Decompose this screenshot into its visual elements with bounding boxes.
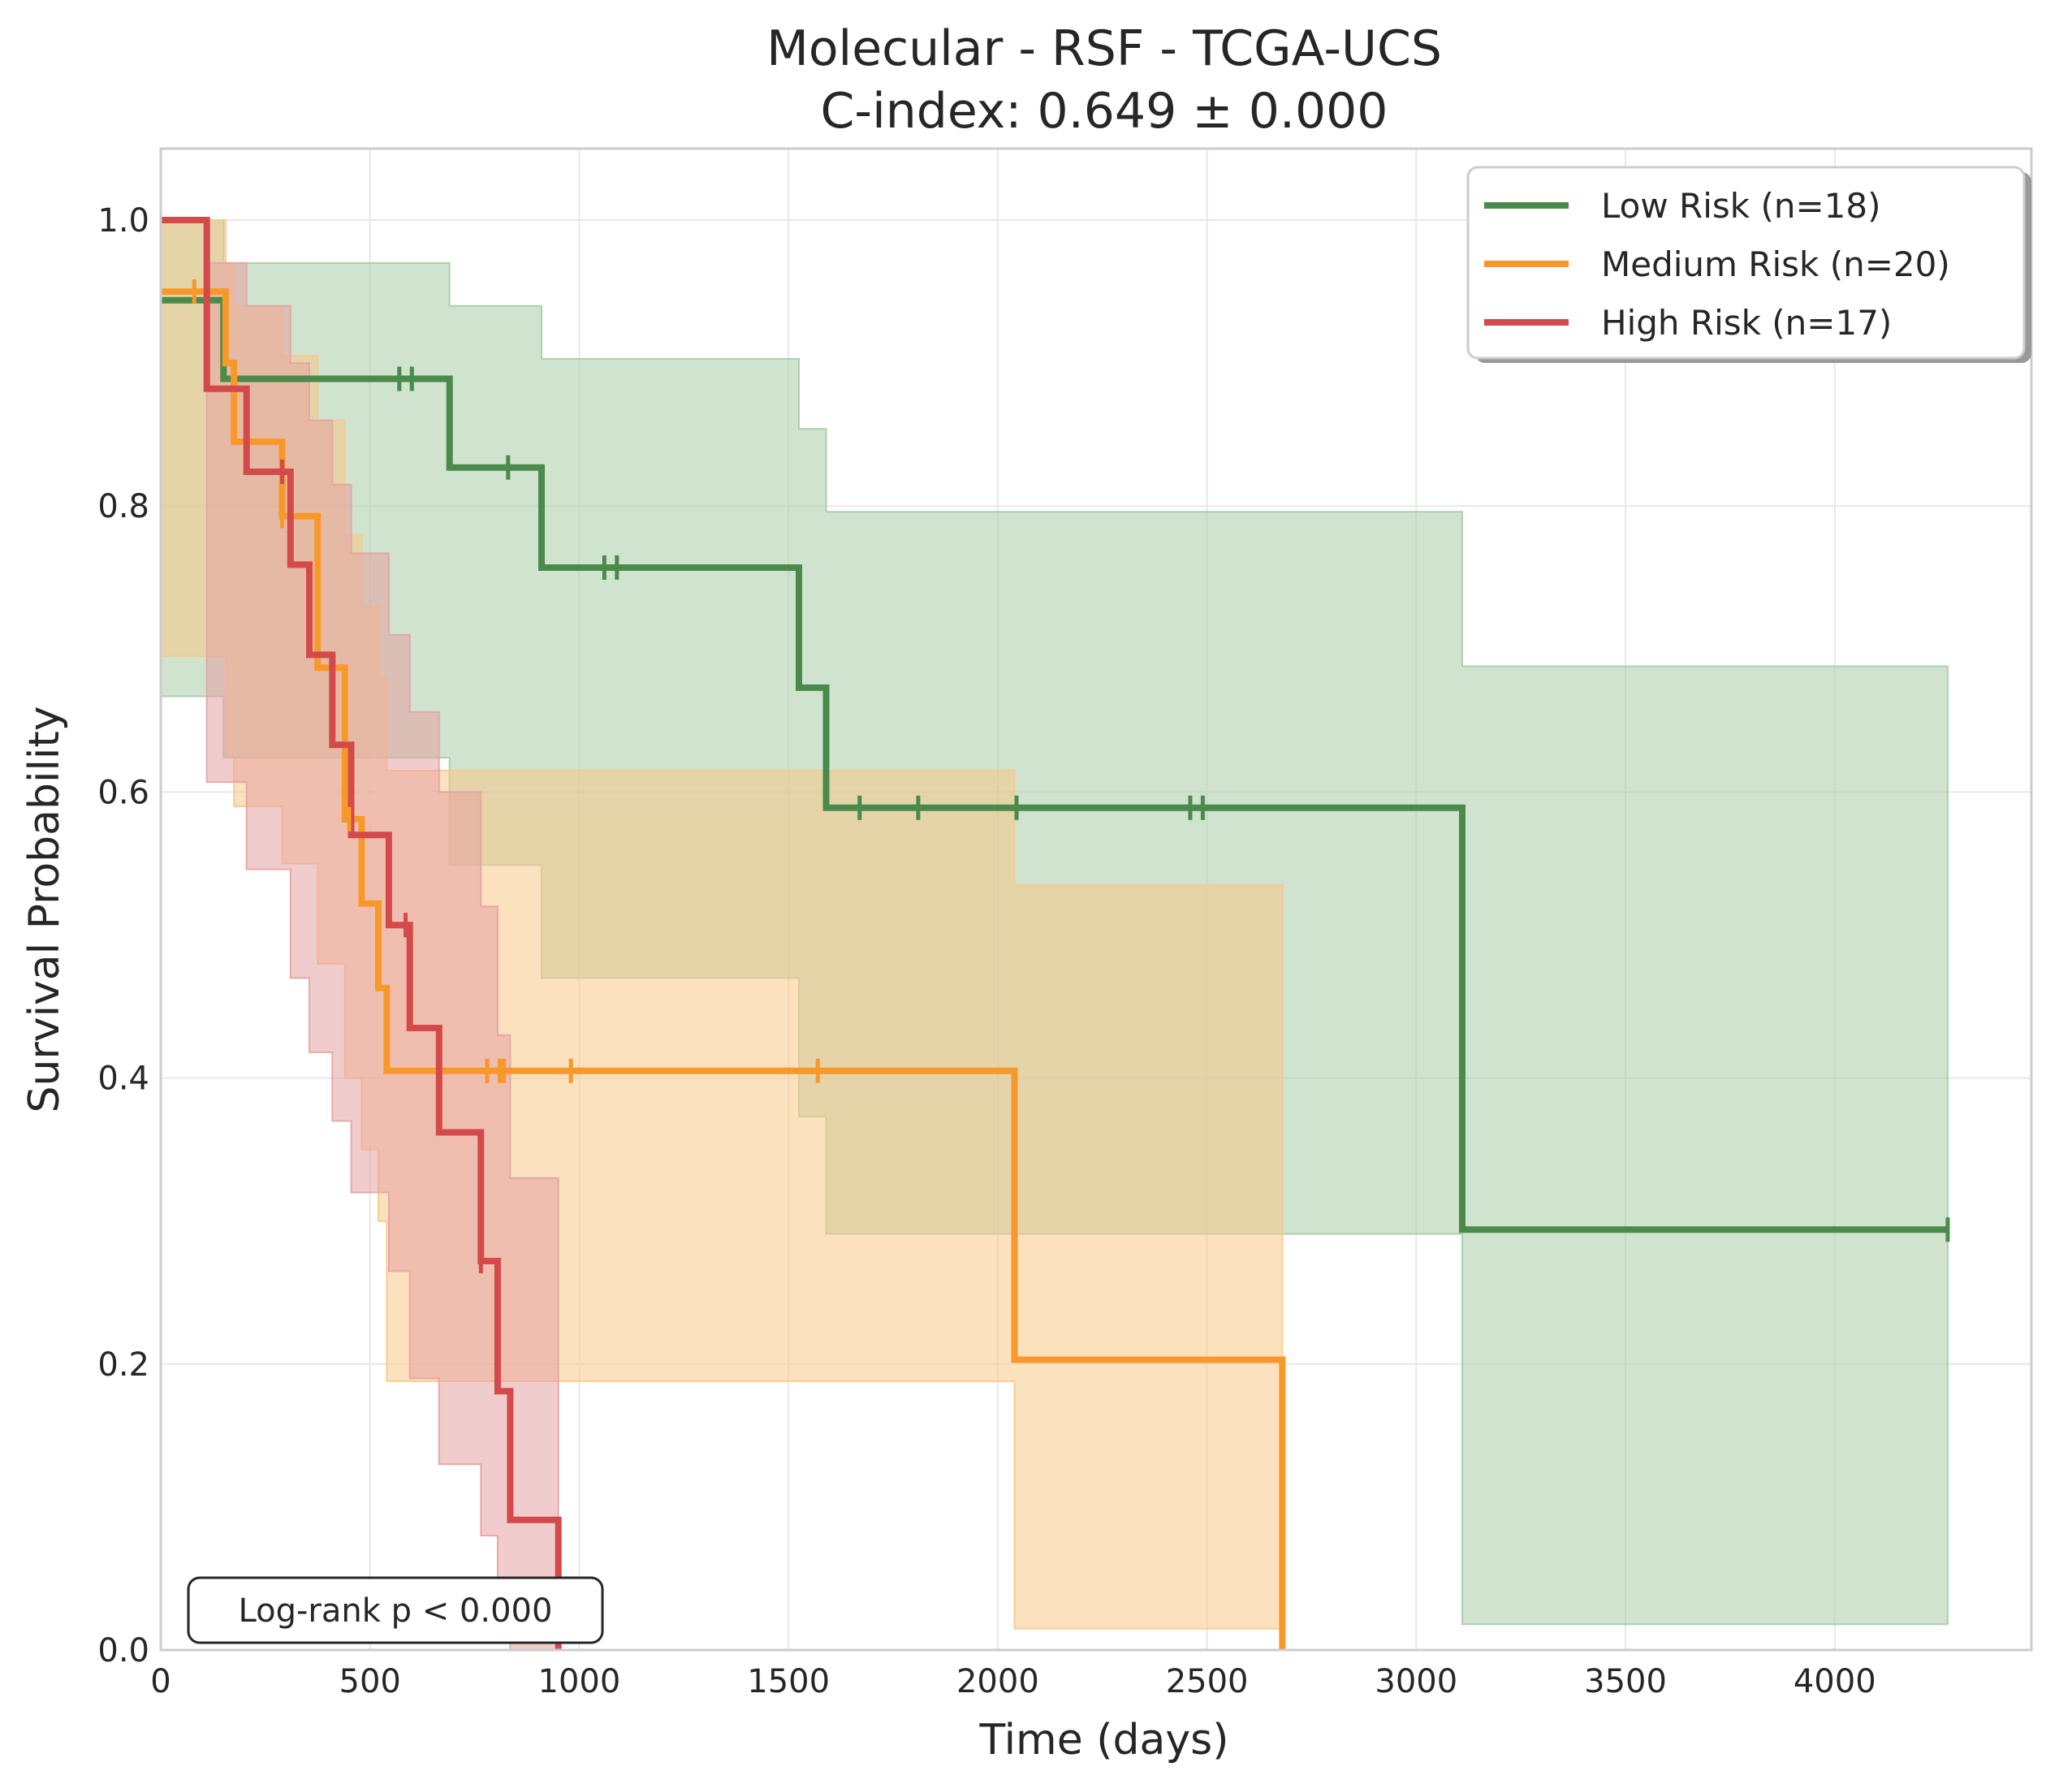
plot-frame xyxy=(159,147,2033,1652)
confidence-bands xyxy=(160,219,1949,1651)
legend-label: Medium Risk (n=20) xyxy=(1601,244,1950,284)
y-tick-label: 0.6 xyxy=(97,774,149,811)
legend: Low Risk (n=18) Medium Risk (n=20) High Ri… xyxy=(1466,166,2031,363)
legend-label: Low Risk (n=18) xyxy=(1601,186,1881,226)
x-tick-label: 4000 xyxy=(1794,1663,1876,1700)
x-axis-label: Time (days) xyxy=(978,1716,1228,1765)
x-tick-label: 0 xyxy=(150,1663,171,1700)
y-tick-label: 0.0 xyxy=(97,1632,149,1670)
y-axis-ticks: 0.0 0.2 0.4 0.6 0.8 1.0 xyxy=(97,202,149,1670)
x-tick-label: 3500 xyxy=(1584,1663,1667,1700)
y-tick-label: 0.4 xyxy=(97,1060,149,1098)
legend-box xyxy=(1466,166,2026,360)
y-tick-label: 0.2 xyxy=(97,1346,149,1384)
logrank-annotation: Log-rank p < 0.000 xyxy=(187,1576,604,1644)
x-tick-label: 3000 xyxy=(1375,1663,1457,1700)
chart-subtitle: C-index: 0.649 ± 0.000 xyxy=(821,83,1388,140)
chart-title: Molecular - RSF - TCGA-UCS xyxy=(766,20,1442,77)
x-tick-label: 2000 xyxy=(956,1663,1039,1700)
survival-curve-2 xyxy=(161,217,562,1650)
x-axis-ticks: 0 500 1000 1500 2000 2500 3000 3500 4000 xyxy=(150,1663,1876,1700)
x-tick-label: 500 xyxy=(339,1663,401,1700)
logrank-text: Log-rank p < 0.000 xyxy=(239,1592,553,1630)
legend-items: Low Risk (n=18) Medium Risk (n=20) High Ri… xyxy=(1484,186,1950,343)
x-tick-label: 1500 xyxy=(747,1663,830,1700)
censor-marks xyxy=(192,279,1950,1274)
y-axis-label: Survival Probability xyxy=(20,706,69,1112)
legend-label: High Risk (n=17) xyxy=(1601,303,1892,343)
survival-curve-0 xyxy=(161,296,1948,1233)
survival-curves xyxy=(161,217,1948,1650)
x-tick-label: 2500 xyxy=(1166,1663,1249,1700)
x-tick-label: 1000 xyxy=(538,1663,621,1700)
annotation-box xyxy=(187,1576,604,1644)
y-tick-label: 0.8 xyxy=(97,488,149,525)
y-tick-label: 1.0 xyxy=(97,202,149,240)
ci-band-2 xyxy=(161,219,559,1651)
